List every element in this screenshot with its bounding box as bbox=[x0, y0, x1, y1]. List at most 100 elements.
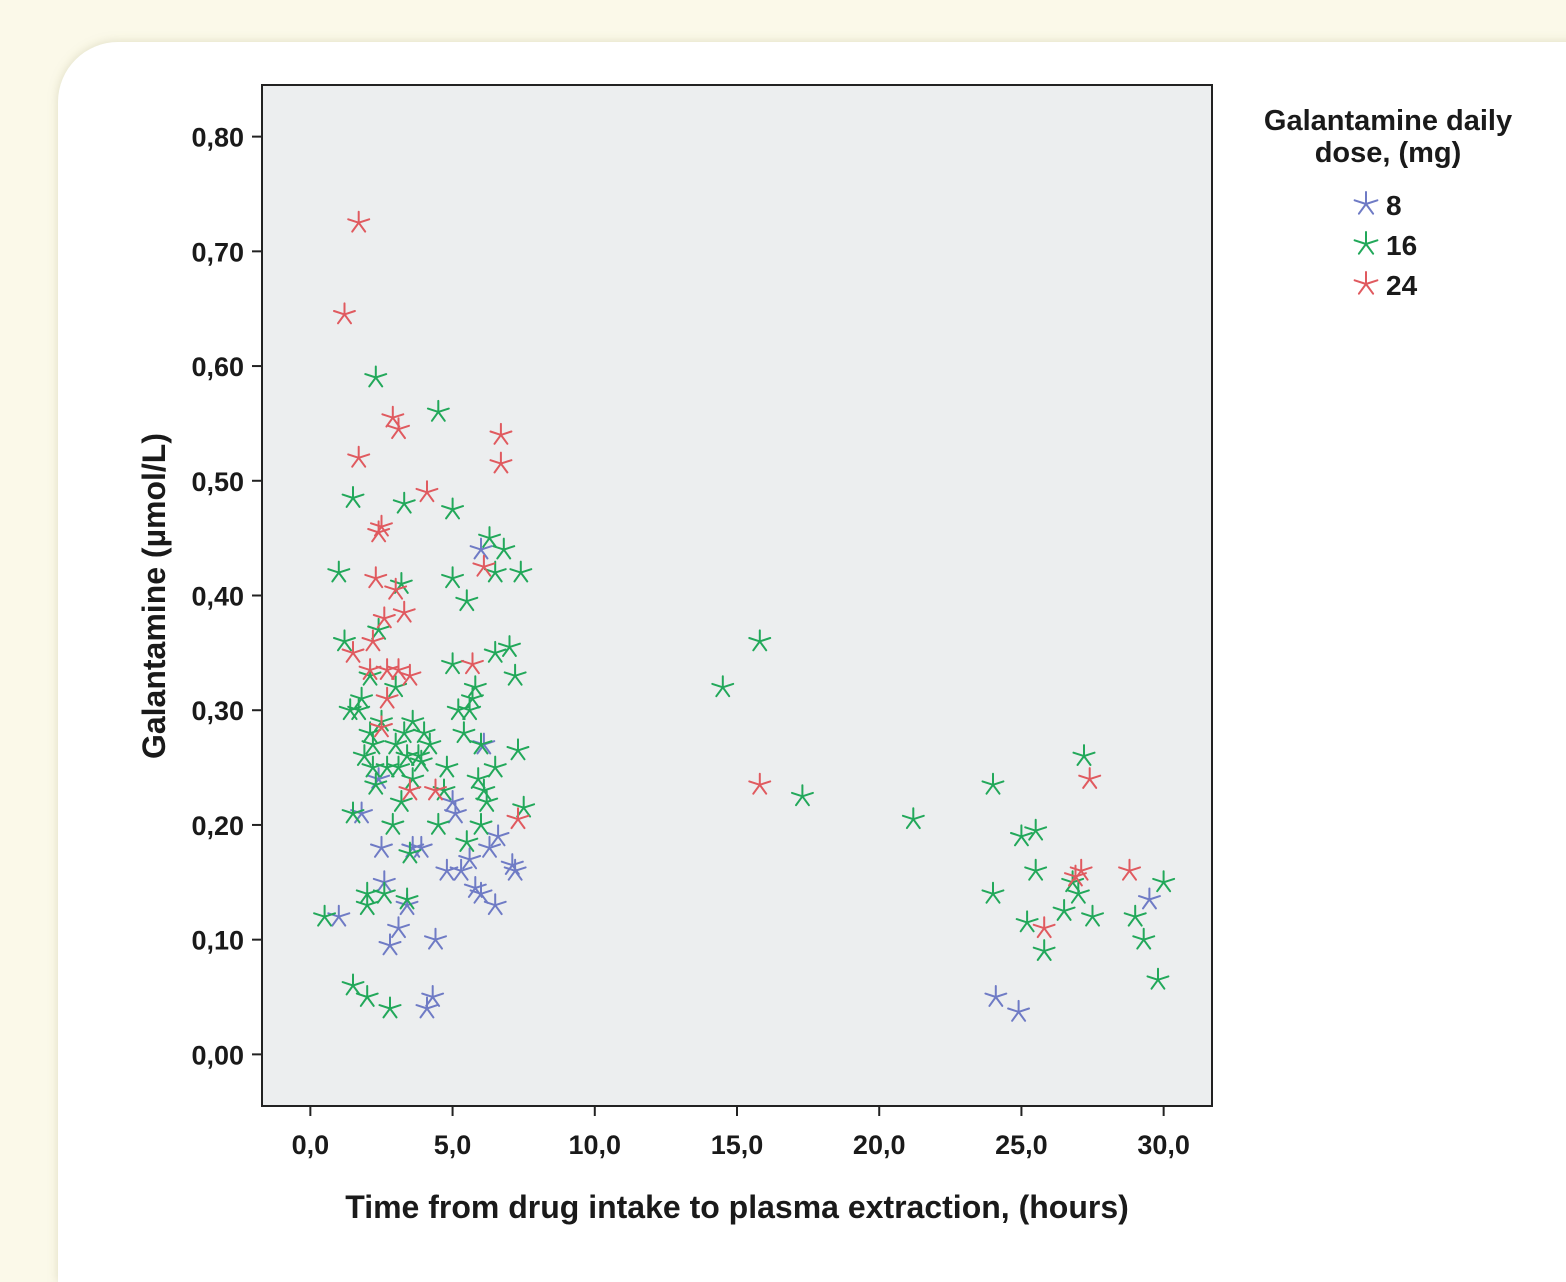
y-tick-label: 0,50 bbox=[191, 467, 244, 497]
x-tick-label: 0,0 bbox=[292, 1130, 330, 1160]
data-point bbox=[449, 858, 473, 881]
data-point bbox=[452, 721, 476, 744]
data-point bbox=[401, 767, 425, 789]
data-point bbox=[398, 778, 422, 801]
data-point bbox=[409, 835, 433, 858]
data-point bbox=[486, 824, 510, 847]
data-point bbox=[435, 755, 459, 778]
data-point bbox=[1024, 818, 1048, 841]
data-point bbox=[398, 663, 422, 686]
legend-label-24: 24 bbox=[1386, 270, 1418, 301]
data-point bbox=[350, 801, 373, 824]
data-point bbox=[384, 577, 408, 600]
legend: Galantamine daily dose, (mg) 8 16 24 bbox=[1264, 105, 1512, 301]
data-point bbox=[389, 572, 413, 594]
data-point bbox=[1146, 967, 1170, 990]
data-point bbox=[341, 640, 365, 663]
data-point bbox=[341, 973, 365, 996]
x-axis: 0,0 5,0 10,0 15,0 20,0 25,0 30,0 bbox=[292, 1106, 1190, 1160]
data-point bbox=[392, 491, 416, 514]
legend-marker-8 bbox=[1353, 191, 1379, 215]
x-tick-label: 15,0 bbox=[711, 1130, 764, 1160]
data-point bbox=[981, 881, 1005, 904]
data-point bbox=[432, 778, 456, 801]
y-tick-label: 0,80 bbox=[191, 123, 244, 153]
y-tick-label: 0,40 bbox=[191, 582, 244, 612]
data-point bbox=[364, 566, 388, 589]
data-point bbox=[498, 635, 521, 657]
data-point bbox=[506, 807, 530, 830]
legend-title-line-2: dose, (mg) bbox=[1315, 137, 1462, 169]
data-point bbox=[455, 830, 479, 852]
data-point bbox=[418, 732, 442, 755]
data-point bbox=[370, 835, 393, 858]
data-point bbox=[384, 732, 408, 755]
y-tick-label: 0,60 bbox=[191, 352, 244, 382]
data-point bbox=[748, 772, 772, 795]
data-point bbox=[372, 870, 396, 893]
data-point bbox=[372, 606, 396, 629]
data-point bbox=[441, 497, 464, 520]
data-point bbox=[503, 858, 527, 881]
data-point bbox=[327, 904, 351, 927]
data-point bbox=[455, 589, 479, 612]
data-point bbox=[392, 600, 416, 623]
data-point bbox=[387, 417, 410, 440]
data-point bbox=[361, 629, 385, 652]
data-point bbox=[461, 652, 484, 675]
data-point bbox=[341, 801, 365, 824]
data-point bbox=[355, 893, 379, 916]
data-point bbox=[1064, 864, 1087, 887]
data-point bbox=[378, 933, 402, 956]
data-point bbox=[341, 486, 365, 508]
data-point bbox=[483, 755, 507, 778]
data-point bbox=[1015, 910, 1039, 933]
data-point bbox=[313, 904, 336, 927]
y-axis-title: Galantamine (µmol/L) bbox=[136, 433, 172, 759]
y-tick-label: 0,00 bbox=[191, 1040, 244, 1070]
data-point bbox=[478, 526, 501, 548]
data-point bbox=[347, 445, 371, 468]
data-point bbox=[424, 927, 447, 950]
data-point bbox=[364, 365, 388, 388]
data-point bbox=[424, 778, 447, 801]
data-point bbox=[472, 554, 496, 577]
data-point bbox=[711, 675, 735, 698]
data-point bbox=[984, 985, 1008, 1007]
data-point bbox=[361, 755, 385, 778]
data-point bbox=[1078, 767, 1102, 789]
data-point bbox=[441, 652, 464, 675]
data-point bbox=[421, 985, 445, 1007]
data-point bbox=[378, 996, 402, 1019]
data-point bbox=[327, 560, 351, 583]
data-point bbox=[355, 985, 379, 1007]
data-point bbox=[387, 658, 410, 680]
data-point bbox=[1138, 887, 1161, 910]
data-point bbox=[463, 675, 487, 698]
data-point bbox=[1032, 939, 1056, 961]
data-point bbox=[1123, 904, 1147, 927]
legend-label-8: 8 bbox=[1386, 190, 1402, 221]
data-point bbox=[415, 480, 439, 503]
data-point bbox=[409, 749, 433, 772]
data-point bbox=[458, 847, 482, 870]
x-tick-label: 5,0 bbox=[434, 1130, 472, 1160]
plot-area bbox=[261, 84, 1213, 1107]
y-tick-label: 0,30 bbox=[191, 696, 244, 726]
data-point bbox=[748, 629, 772, 652]
data-point bbox=[1118, 858, 1141, 881]
data-point bbox=[401, 709, 425, 732]
legend-marker-24 bbox=[1353, 271, 1379, 295]
data-point bbox=[387, 755, 410, 778]
data-point bbox=[483, 893, 507, 916]
data-point bbox=[370, 514, 393, 537]
data-point bbox=[347, 210, 371, 233]
y-tick-label: 0,70 bbox=[191, 237, 244, 267]
data-point bbox=[503, 663, 527, 686]
data-point bbox=[364, 772, 388, 795]
data-point bbox=[333, 629, 356, 652]
data-point bbox=[469, 812, 493, 835]
data-point bbox=[395, 887, 419, 910]
x-tick-label: 30,0 bbox=[1137, 1130, 1190, 1160]
data-point bbox=[1152, 870, 1176, 893]
